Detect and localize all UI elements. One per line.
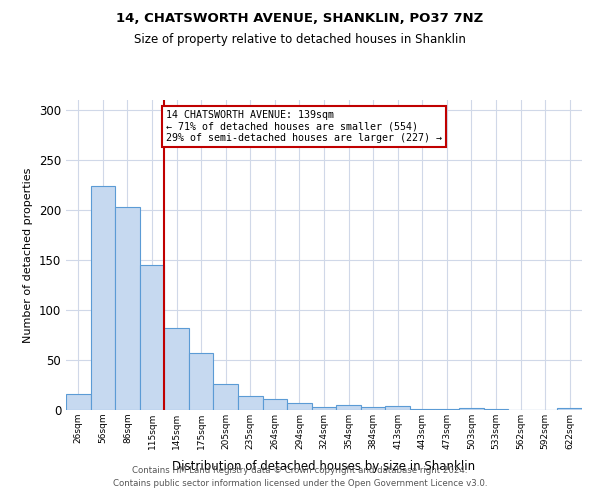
Bar xyxy=(189,353,214,410)
Bar xyxy=(434,409,459,410)
Bar xyxy=(263,399,287,410)
Bar xyxy=(459,408,484,410)
Text: 14 CHATSWORTH AVENUE: 139sqm
← 71% of detached houses are smaller (554)
29% of s: 14 CHATSWORTH AVENUE: 139sqm ← 71% of de… xyxy=(166,110,442,143)
Text: Contains HM Land Registry data © Crown copyright and database right 2024.
Contai: Contains HM Land Registry data © Crown c… xyxy=(113,466,487,487)
Bar xyxy=(115,207,140,410)
Bar xyxy=(164,328,189,410)
Y-axis label: Number of detached properties: Number of detached properties xyxy=(23,168,34,342)
Text: 14, CHATSWORTH AVENUE, SHANKLIN, PO37 7NZ: 14, CHATSWORTH AVENUE, SHANKLIN, PO37 7N… xyxy=(116,12,484,26)
Bar xyxy=(66,394,91,410)
Bar xyxy=(91,186,115,410)
Bar xyxy=(410,409,434,410)
X-axis label: Distribution of detached houses by size in Shanklin: Distribution of detached houses by size … xyxy=(172,460,476,473)
Bar xyxy=(361,407,385,410)
Bar xyxy=(287,403,312,410)
Bar xyxy=(312,407,336,410)
Bar xyxy=(214,384,238,410)
Text: Size of property relative to detached houses in Shanklin: Size of property relative to detached ho… xyxy=(134,32,466,46)
Bar xyxy=(238,396,263,410)
Bar xyxy=(140,265,164,410)
Bar xyxy=(557,408,582,410)
Bar xyxy=(336,405,361,410)
Bar xyxy=(484,409,508,410)
Bar xyxy=(385,406,410,410)
